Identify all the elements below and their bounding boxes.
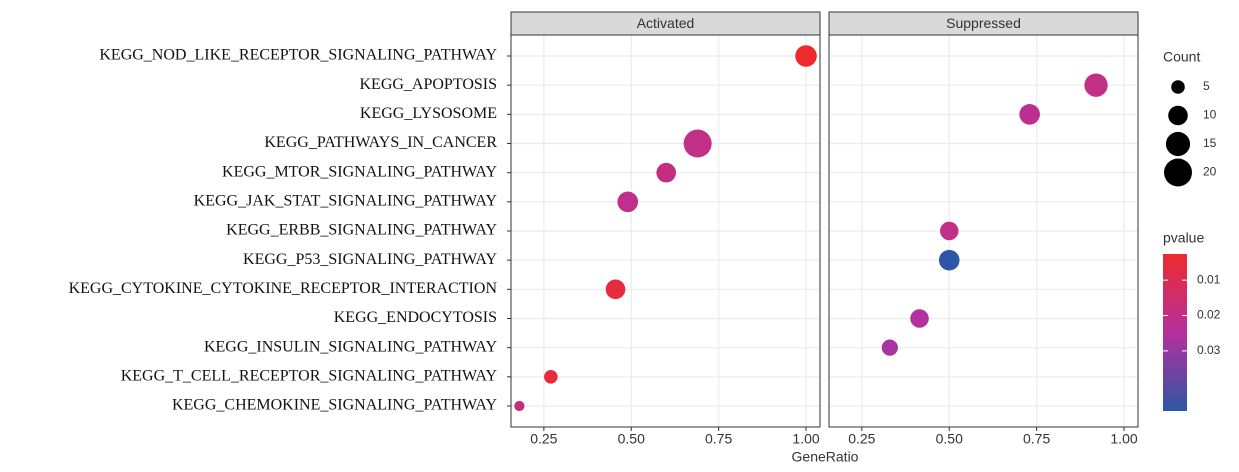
- color-legend-label: 0.01: [1197, 272, 1221, 286]
- dot: [795, 45, 817, 67]
- x-axis-label: GeneRatio: [792, 449, 859, 465]
- y-tick-label: KEGG_INSULIN_SIGNALING_PATHWAY: [204, 338, 497, 355]
- size-legend-label: 15: [1203, 136, 1217, 150]
- dot: [617, 191, 639, 213]
- dot: [881, 339, 898, 356]
- size-key: [1171, 80, 1185, 94]
- color-legend-title: pvalue: [1163, 230, 1204, 246]
- x-tick-label: 1.00: [1110, 431, 1137, 447]
- x-tick-label: 0.25: [530, 431, 557, 447]
- dot: [544, 370, 558, 384]
- x-tick-label: 1.00: [792, 431, 819, 447]
- dot: [1019, 104, 1040, 125]
- dot: [605, 279, 626, 300]
- size-key: [1165, 131, 1191, 157]
- y-tick-label: KEGG_APOPTOSIS: [359, 76, 497, 93]
- y-tick-label: KEGG_P53_SIGNALING_PATHWAY: [243, 251, 497, 268]
- facet-strip: [828, 11, 1139, 36]
- size-legend-label: 20: [1203, 165, 1217, 179]
- y-tick-label: KEGG_PATHWAYS_IN_CANCER: [264, 134, 497, 151]
- dot: [683, 129, 712, 158]
- size-legend-label: 5: [1203, 79, 1210, 93]
- size-legend-label: 10: [1203, 108, 1217, 122]
- y-tick-label: KEGG_CHEMOKINE_SIGNALING_PATHWAY: [172, 397, 497, 414]
- y-tick-label: KEGG_MTOR_SIGNALING_PATHWAY: [222, 163, 497, 180]
- x-tick-label: 0.75: [1023, 431, 1050, 447]
- y-tick-label: KEGG_LYSOSOME: [360, 105, 497, 122]
- size-key: [1168, 105, 1188, 126]
- size-legend-title: Count: [1163, 49, 1200, 65]
- y-tick-label: KEGG_CYTOKINE_CYTOKINE_RECEPTOR_INTERACT…: [69, 280, 498, 297]
- color-legend-label: 0.03: [1197, 343, 1221, 357]
- dot: [938, 249, 960, 271]
- color-legend-label: 0.02: [1197, 308, 1221, 322]
- y-tick-label: KEGG_NOD_LIKE_RECEPTOR_SIGNALING_PATHWAY: [99, 47, 497, 64]
- y-tick-label: KEGG_ERBB_SIGNALING_PATHWAY: [226, 222, 497, 239]
- x-tick-label: 0.50: [618, 431, 645, 447]
- facet-strip: [510, 11, 821, 36]
- y-tick-label: KEGG_T_CELL_RECEPTOR_SIGNALING_PATHWAY: [121, 368, 498, 385]
- y-tick-label: KEGG_JAK_STAT_SIGNALING_PATHWAY: [194, 193, 498, 210]
- dot: [939, 221, 959, 241]
- facet-title: Activated: [637, 15, 695, 31]
- dot: [910, 309, 929, 328]
- facet-title: Suppressed: [946, 15, 1021, 31]
- dot: [1084, 73, 1108, 97]
- dot: [656, 162, 676, 183]
- dot: [514, 400, 525, 412]
- size-key: [1164, 158, 1192, 187]
- x-tick-label: 0.25: [848, 431, 875, 447]
- color-bar: [1163, 254, 1187, 411]
- y-tick-label: KEGG_ENDOCYTOSIS: [334, 309, 497, 326]
- x-tick-label: 0.50: [936, 431, 963, 447]
- x-tick-label: 0.75: [705, 431, 732, 447]
